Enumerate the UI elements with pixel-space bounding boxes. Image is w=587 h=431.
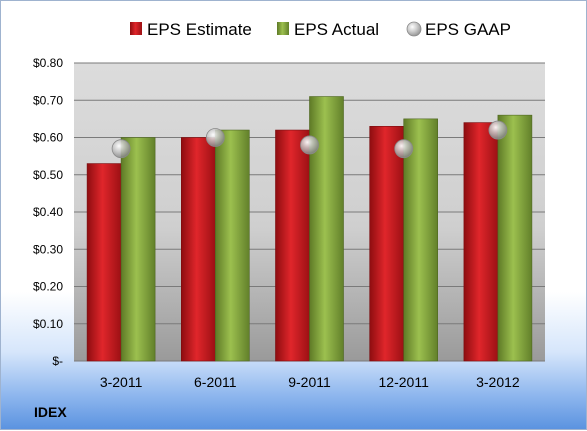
point-eps-gaap <box>488 120 508 140</box>
legend-label: EPS Estimate <box>147 20 252 39</box>
bar-eps-actual <box>120 137 156 362</box>
legend-label: EPS Actual <box>294 20 379 39</box>
ticker-label: IDEX <box>34 404 67 420</box>
bar-eps-estimate <box>275 129 310 362</box>
point-eps-gaap <box>394 139 414 159</box>
bar-eps-estimate <box>181 137 216 362</box>
x-tick-label: 6-2011 <box>194 374 237 390</box>
x-tick-label: 3-2011 <box>100 374 143 390</box>
point-eps-gaap <box>205 128 225 147</box>
legend-marker-eps-gaap <box>406 21 422 37</box>
y-tick-label: $0.70 <box>33 93 63 107</box>
bar-eps-actual <box>497 114 533 362</box>
y-tick-label: $0.80 <box>33 56 63 70</box>
x-tick-label: 12-2011 <box>379 374 430 390</box>
bar-eps-actual <box>215 129 250 362</box>
bar-eps-estimate <box>463 122 499 362</box>
y-tick-label: $0.20 <box>33 280 63 294</box>
y-tick-label: $0.40 <box>33 205 63 219</box>
point-eps-gaap <box>300 135 319 155</box>
y-tick-label: $0.60 <box>33 131 63 145</box>
y-tick-label: $0.10 <box>33 317 63 331</box>
legend-marker-eps-estimate <box>130 22 142 35</box>
bar-eps-actual <box>309 96 344 362</box>
bar-eps-actual <box>403 118 439 362</box>
y-tick-label: $0.30 <box>33 242 63 256</box>
y-tick-label: $- <box>52 354 63 368</box>
x-tick-label: 3-2012 <box>476 374 520 390</box>
point-eps-gaap <box>111 139 131 159</box>
legend-label: EPS GAAP <box>425 20 511 39</box>
bar-eps-estimate <box>369 126 405 362</box>
legend-marker-eps-actual <box>277 22 289 35</box>
bar-eps-estimate <box>86 163 122 362</box>
x-tick-label: 9-2011 <box>288 374 331 390</box>
y-tick-label: $0.50 <box>33 168 63 182</box>
